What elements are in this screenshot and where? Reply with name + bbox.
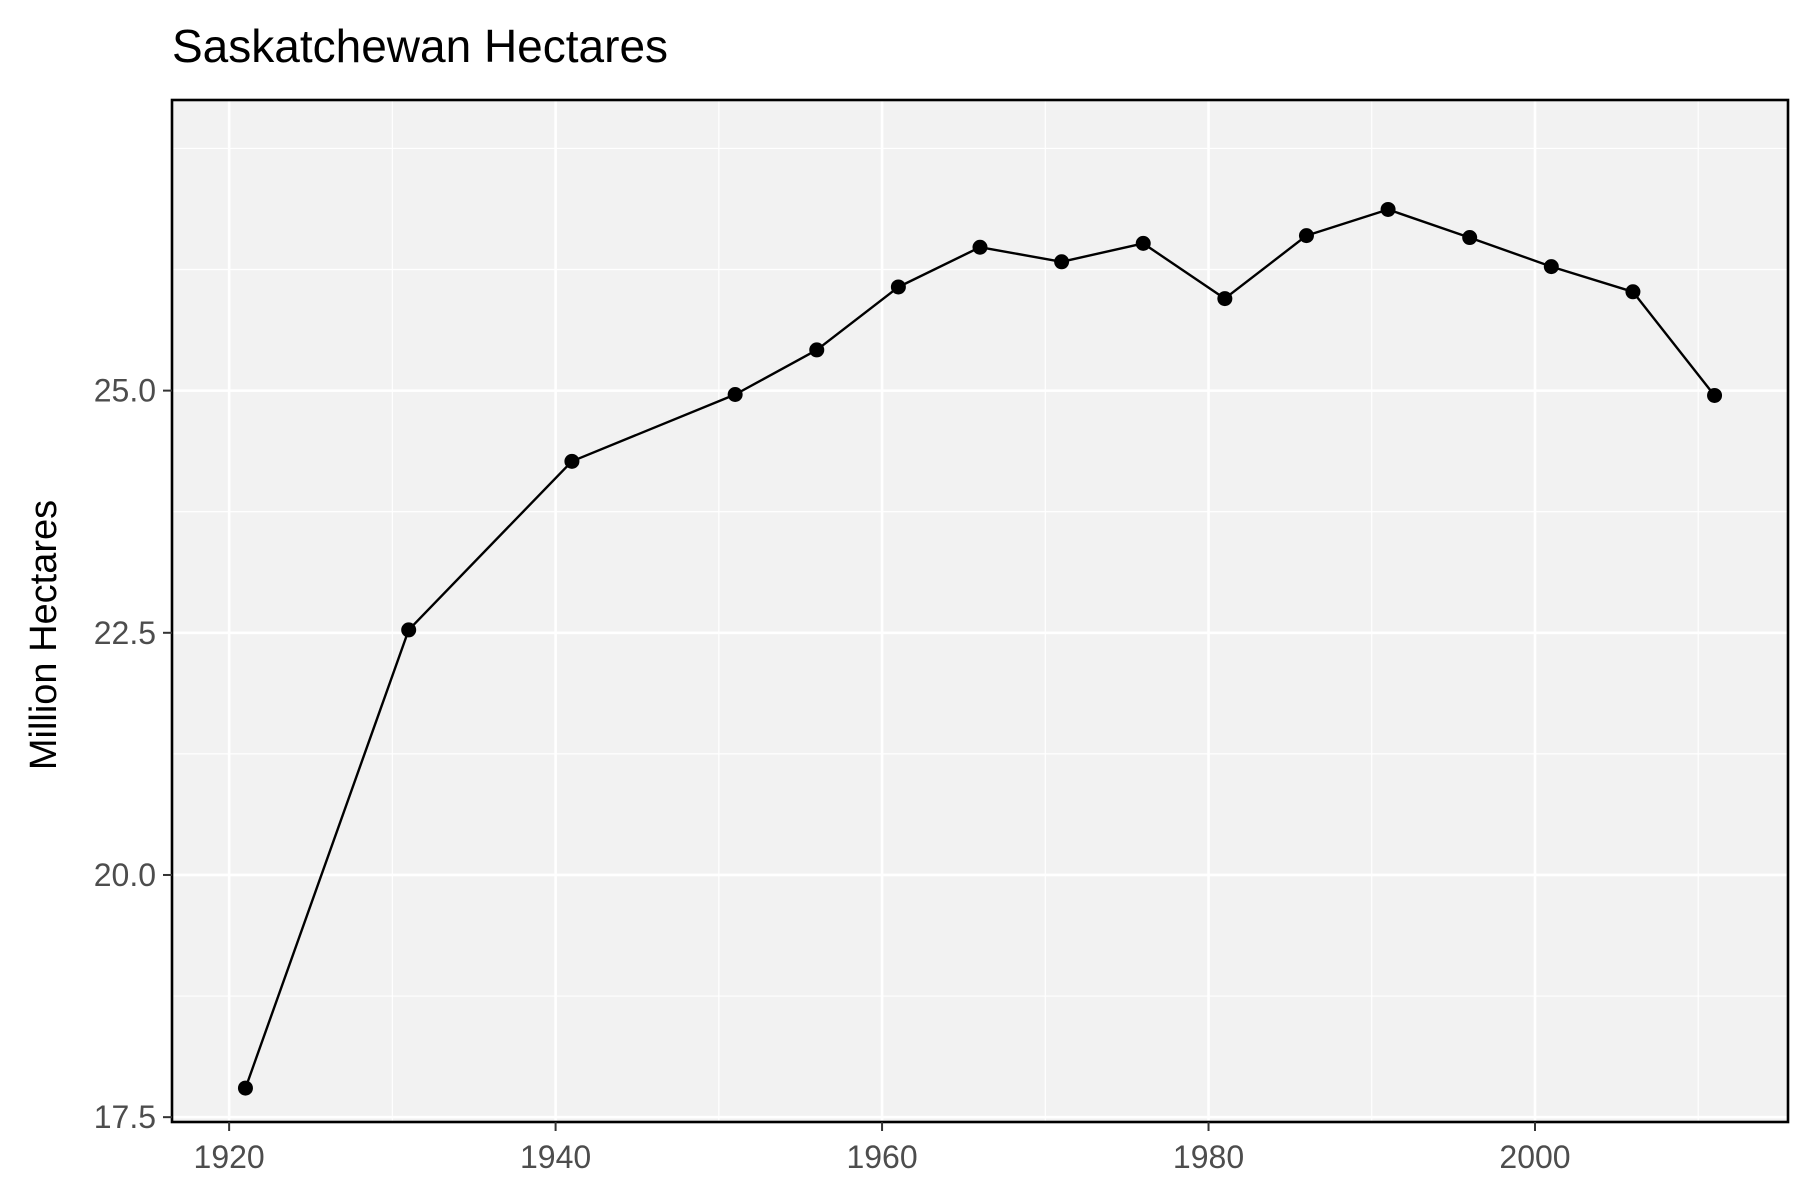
x-tick-label: 2000 [1499, 1139, 1570, 1175]
data-point [1462, 230, 1478, 246]
data-point [1380, 201, 1396, 217]
data-point [890, 279, 906, 295]
x-tick-label: 1980 [1173, 1139, 1244, 1175]
chart-title: Saskatchewan Hectares [172, 20, 668, 72]
y-tick-label: 22.5 [94, 615, 156, 651]
data-point [1298, 228, 1314, 244]
x-tick-label: 1940 [520, 1139, 591, 1175]
grid-lines [172, 100, 1788, 1122]
data-point [1625, 284, 1641, 300]
data-point [1543, 259, 1559, 275]
y-tick-label: 25.0 [94, 373, 156, 409]
y-tick-label: 17.5 [94, 1099, 156, 1135]
data-point [809, 342, 825, 358]
x-tick-label: 1960 [846, 1139, 917, 1175]
plot-panel [172, 100, 1788, 1122]
series-line [244, 208, 1716, 1089]
axes: 1920 1940 1960 1980 2000 17.5 20.0 22.5 25.0 [94, 373, 1571, 1175]
y-tick-label: 20.0 [94, 857, 156, 893]
data-point [401, 622, 417, 638]
plot-border [170, 98, 1790, 1124]
data-point [727, 386, 743, 402]
data-point [1054, 254, 1070, 270]
data-point [972, 239, 988, 255]
data-point [237, 1080, 253, 1096]
data-point [1217, 291, 1233, 307]
data-point [564, 453, 580, 469]
series-layer [237, 201, 1723, 1096]
y-axis-label: Million Hectares [23, 500, 65, 770]
data-point [1707, 387, 1723, 403]
data-point [1135, 235, 1151, 251]
x-tick-label: 1920 [194, 1139, 265, 1175]
